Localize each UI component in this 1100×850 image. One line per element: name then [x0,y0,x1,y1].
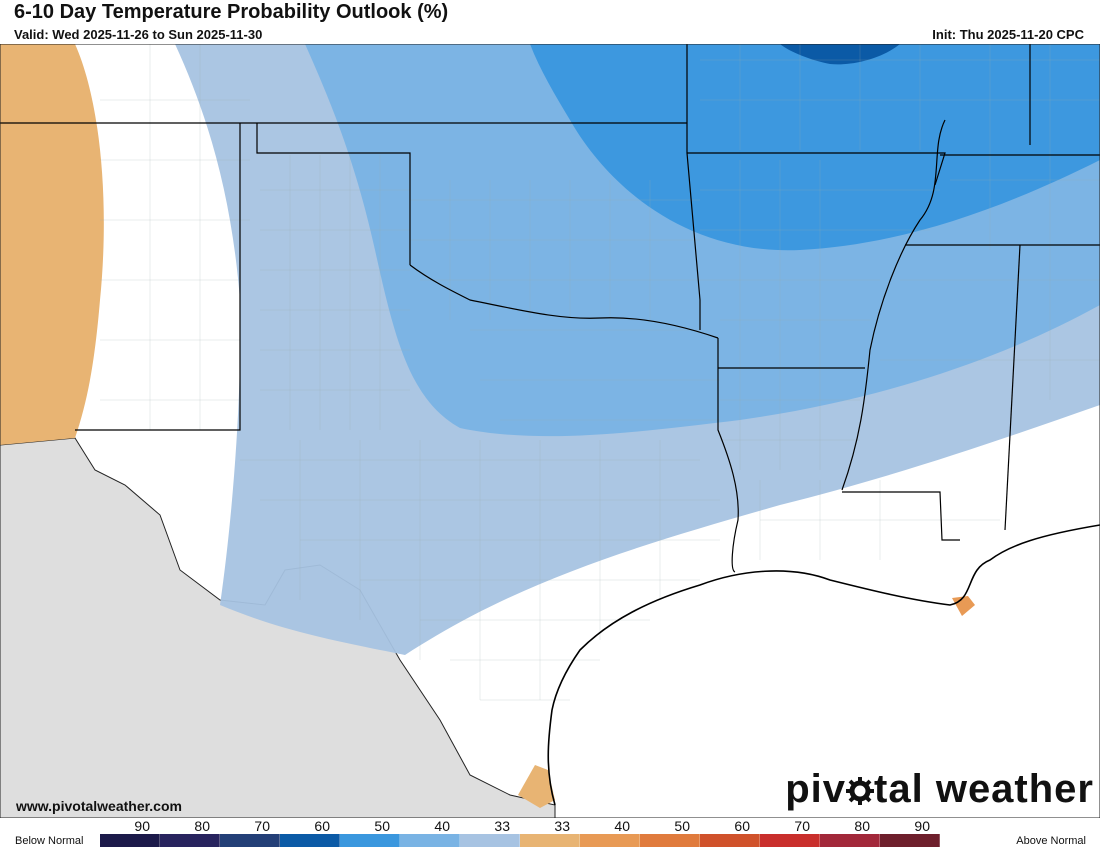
legend-swatch-above-80 [820,834,880,847]
legend-tick-below-60: 60 [314,818,330,834]
border-mississippi [841,119,946,491]
brand-text-left: piv [785,767,847,811]
below-normal-label: Below Normal [15,835,84,847]
gulf-coastline [547,524,1100,806]
legend-swatch-below-33 [460,834,520,847]
legend-swatch-below-40 [400,834,460,847]
legend-tick-below-70: 70 [254,818,270,834]
legend-swatch-above-33 [520,834,580,847]
outlook-map [0,44,1100,818]
legend-tick-above-80: 80 [854,818,870,834]
website-url: www.pivotalweather.com [16,798,182,814]
legend-tick-below-90: 90 [134,818,150,834]
legend-tick-above-60: 60 [734,818,750,834]
below-normal-50-60-area [530,44,1100,251]
legend-tick-below-40: 40 [434,818,450,834]
legend-swatch-below-90 [100,834,160,847]
map-title: 6-10 Day Temperature Probability Outlook… [14,1,449,23]
above-normal-west-area [0,44,104,445]
legend-tick-above-33: 33 [554,818,570,834]
above-normal-louisiana-area [952,596,975,616]
legend-swatch-above-50 [640,834,700,847]
border-red-river [409,264,719,339]
border-ms-al [1004,244,1021,531]
legend-swatch-above-60 [700,834,760,847]
legend-swatch-above-90 [880,834,940,847]
legend-tick-below-50: 50 [374,818,390,834]
border-nm-tx [75,123,241,431]
init-time: Init: Thu 2025-11-20 CPC [932,27,1084,42]
border-ok-ar [686,44,701,330]
legend-swatch-below-50 [340,834,400,847]
brand-text-right: tal weather [874,767,1094,811]
legend-swatch-above-40 [580,834,640,847]
pivotal-weather-logo: piv tal weather [785,767,1094,812]
above-normal-south-texas-area [518,765,555,808]
border-la-ms [842,491,960,541]
legend-tick-above-70: 70 [794,818,810,834]
legend-swatch-below-70 [220,834,280,847]
legend-swatch-below-80 [160,834,220,847]
legend-tick-above-40: 40 [614,818,630,834]
legend-swatch-above-70 [760,834,820,847]
legend-swatch-below-60 [280,834,340,847]
legend-tick-below-80: 80 [194,818,210,834]
probability-legend: Below Normal Above Normal 90 80 70 60 50 40 33… [0,818,1100,850]
valid-period: Valid: Wed 2025-11-26 to Sun 2025-11-30 [14,27,263,42]
border-ar-north [687,152,946,186]
border-ok-panhandle [256,123,411,265]
above-normal-label: Above Normal [1016,835,1086,847]
brand-gear-icon [846,770,875,805]
legend-tick-above-50: 50 [674,818,690,834]
below-normal-60-70-area [780,44,900,65]
legend-tick-below-33: 33 [494,818,510,834]
border-tx-east [717,338,739,573]
legend-tick-above-90: 90 [914,818,930,834]
